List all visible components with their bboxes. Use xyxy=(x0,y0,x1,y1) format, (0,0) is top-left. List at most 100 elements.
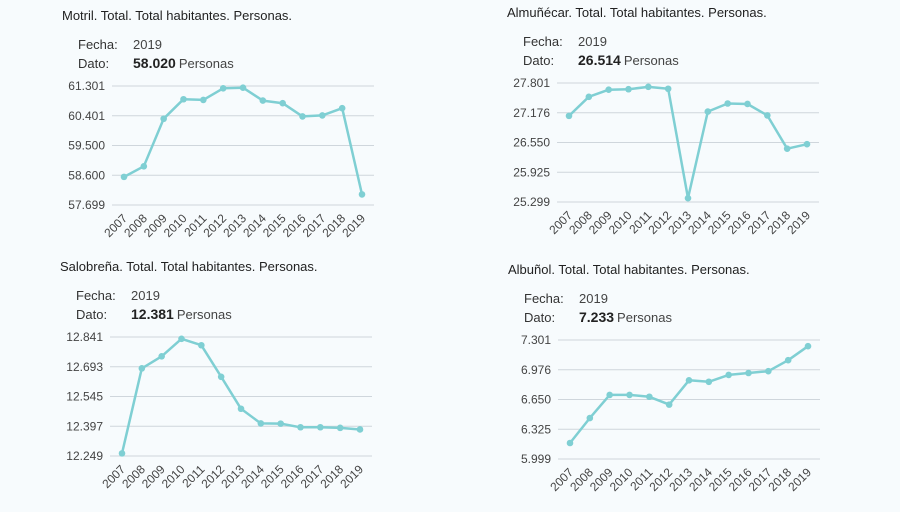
y-tick-label: 5.999 xyxy=(521,452,551,466)
data-tooltip: Fecha: 2019 Dato: 12.381 Personas xyxy=(76,286,232,324)
data-point xyxy=(665,401,673,408)
data-point xyxy=(198,341,205,349)
data-point xyxy=(217,373,225,381)
fecha-value: 2019 xyxy=(579,291,608,306)
data-point xyxy=(178,335,185,343)
data-point xyxy=(239,84,247,91)
data-point xyxy=(180,95,187,103)
data-tooltip: Fecha: 2019 Dato: 26.514 Personas xyxy=(523,32,679,70)
y-tick-label: 26.550 xyxy=(513,136,550,150)
series-line xyxy=(569,345,809,444)
data-point xyxy=(725,371,732,379)
y-tick-label: 27.801 xyxy=(513,76,550,90)
y-tick-label: 6.650 xyxy=(521,393,551,407)
line-chart[interactable]: 61.30160.40159.50058.60057.6992007200820… xyxy=(62,8,482,258)
data-point xyxy=(138,365,146,372)
data-point xyxy=(317,423,324,431)
data-point xyxy=(237,405,245,413)
line-chart[interactable]: 12.84112.69312.54512.39712.2492007200820… xyxy=(60,259,480,509)
data-point xyxy=(356,426,364,433)
fecha-label: Fecha: xyxy=(76,288,116,303)
x-tick-label: 2019 xyxy=(339,211,368,240)
data-point xyxy=(585,93,593,101)
x-tick-label: 2019 xyxy=(337,462,366,491)
data-point xyxy=(804,342,812,350)
data-point xyxy=(338,104,346,112)
y-tick-label: 12.841 xyxy=(66,330,103,344)
y-tick-label: 58.600 xyxy=(68,168,105,182)
data-point xyxy=(784,356,792,364)
data-point xyxy=(783,145,791,152)
data-point xyxy=(319,112,326,119)
data-point xyxy=(259,97,267,104)
fecha-label: Fecha: xyxy=(78,37,118,52)
data-point xyxy=(704,108,712,115)
y-tick-label: 6.325 xyxy=(521,422,551,436)
data-point xyxy=(140,163,148,170)
dato-unit: Personas xyxy=(176,307,232,322)
data-tooltip: Fecha: 2019 Dato: 7.233 Personas xyxy=(524,289,672,327)
fecha-value: 2019 xyxy=(133,37,162,52)
chart-title: Albuñol. Total. Total habitantes. Person… xyxy=(508,262,750,277)
chart-panel-motril: Motril. Total. Total habitantes. Persona… xyxy=(62,8,482,258)
data-point xyxy=(765,367,772,375)
y-tick-label: 61.301 xyxy=(68,79,105,93)
chart-panel-salobrena: Salobreña. Total. Total habitantes. Pers… xyxy=(60,259,480,509)
fecha-label: Fecha: xyxy=(524,291,564,306)
dato-unit: Personas xyxy=(617,310,672,325)
chart-panel-almunecar: Almuñécar. Total. Total habitantes. Pers… xyxy=(507,5,900,255)
y-tick-label: 57.699 xyxy=(68,198,105,212)
y-tick-label: 25.299 xyxy=(513,195,550,209)
data-point xyxy=(299,113,306,120)
dato-value: 12.381 xyxy=(131,306,174,322)
data-point xyxy=(586,414,594,422)
data-point xyxy=(744,100,751,108)
dato-label: Dato: xyxy=(76,307,108,322)
fecha-value: 2019 xyxy=(131,288,160,303)
y-tick-label: 27.176 xyxy=(513,106,550,120)
data-point xyxy=(645,83,652,91)
line-chart[interactable]: 7.3016.9766.6506.3255.999200720082009201… xyxy=(508,262,900,512)
data-point xyxy=(664,85,672,93)
data-point xyxy=(684,194,692,202)
chart-title: Almuñécar. Total. Total habitantes. Pers… xyxy=(507,5,767,20)
data-point xyxy=(219,85,227,92)
data-point xyxy=(158,352,165,360)
chart-title: Salobreña. Total. Total habitantes. Pers… xyxy=(60,259,318,274)
dato-value: 26.514 xyxy=(578,52,621,68)
data-point xyxy=(297,423,304,431)
data-point xyxy=(626,391,633,399)
data-point xyxy=(605,86,612,94)
data-point xyxy=(565,112,573,120)
y-tick-label: 12.693 xyxy=(66,360,103,374)
x-tick-label: 2019 xyxy=(785,465,814,494)
y-tick-label: 25.925 xyxy=(513,165,550,179)
y-tick-label: 12.249 xyxy=(66,449,103,463)
fecha-value: 2019 xyxy=(578,34,607,49)
data-point xyxy=(724,100,731,107)
data-point xyxy=(745,369,752,377)
data-point xyxy=(646,393,653,401)
data-tooltip: Fecha: 2019 Dato: 58.020 Personas xyxy=(78,35,234,73)
dato-unit: Personas xyxy=(623,53,679,68)
line-chart[interactable]: 27.80127.17626.55025.92525.2992007200820… xyxy=(507,5,900,255)
data-point xyxy=(200,96,207,104)
data-point xyxy=(685,377,693,384)
y-tick-label: 60.401 xyxy=(68,109,105,123)
y-tick-label: 12.397 xyxy=(66,419,103,433)
y-tick-label: 12.545 xyxy=(66,390,103,404)
chart-title: Motril. Total. Total habitantes. Persona… xyxy=(62,8,293,23)
data-point xyxy=(160,115,167,123)
data-point xyxy=(277,420,284,427)
data-point xyxy=(336,424,344,432)
fecha-label: Fecha: xyxy=(523,34,563,49)
data-point xyxy=(625,85,632,93)
data-point xyxy=(566,439,574,447)
chart-panel-albunol: Albuñol. Total. Total habitantes. Person… xyxy=(508,262,900,512)
y-tick-label: 7.301 xyxy=(521,333,551,347)
y-tick-label: 6.976 xyxy=(521,363,551,377)
series-line xyxy=(123,86,364,195)
data-point xyxy=(705,378,713,386)
data-point xyxy=(606,391,613,399)
data-point xyxy=(358,191,366,198)
